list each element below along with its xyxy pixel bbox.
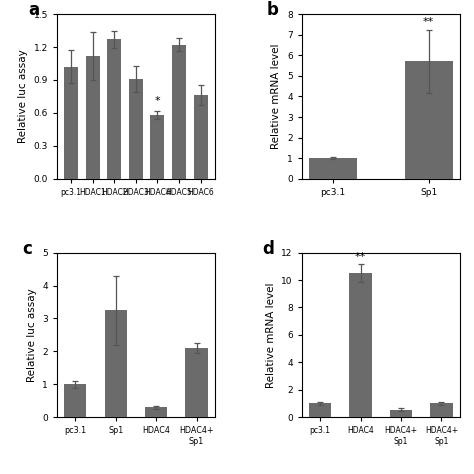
Bar xyxy=(309,403,331,417)
Bar xyxy=(64,384,86,417)
Bar xyxy=(172,45,186,179)
Bar xyxy=(309,158,357,179)
Bar xyxy=(185,348,208,417)
Bar xyxy=(105,310,127,417)
Bar xyxy=(145,407,167,417)
Bar xyxy=(86,56,100,179)
Text: *: * xyxy=(155,96,160,106)
Text: c: c xyxy=(22,239,32,257)
Bar xyxy=(430,403,453,417)
Bar xyxy=(64,67,78,179)
Y-axis label: Relative mRNA level: Relative mRNA level xyxy=(266,282,276,388)
Y-axis label: Relative luc assay: Relative luc assay xyxy=(18,50,28,143)
Bar xyxy=(150,115,164,179)
Text: **: ** xyxy=(355,252,366,262)
Text: b: b xyxy=(267,1,279,19)
Bar xyxy=(129,79,143,179)
Text: a: a xyxy=(28,1,39,19)
Bar xyxy=(194,95,208,179)
Text: d: d xyxy=(262,239,274,257)
Text: **: ** xyxy=(423,17,434,27)
Bar xyxy=(107,39,121,179)
Bar xyxy=(405,62,453,179)
Y-axis label: Relative mRNA level: Relative mRNA level xyxy=(272,44,282,149)
Y-axis label: Relative luc assay: Relative luc assay xyxy=(27,288,36,382)
Bar xyxy=(349,273,372,417)
Bar xyxy=(390,410,412,417)
